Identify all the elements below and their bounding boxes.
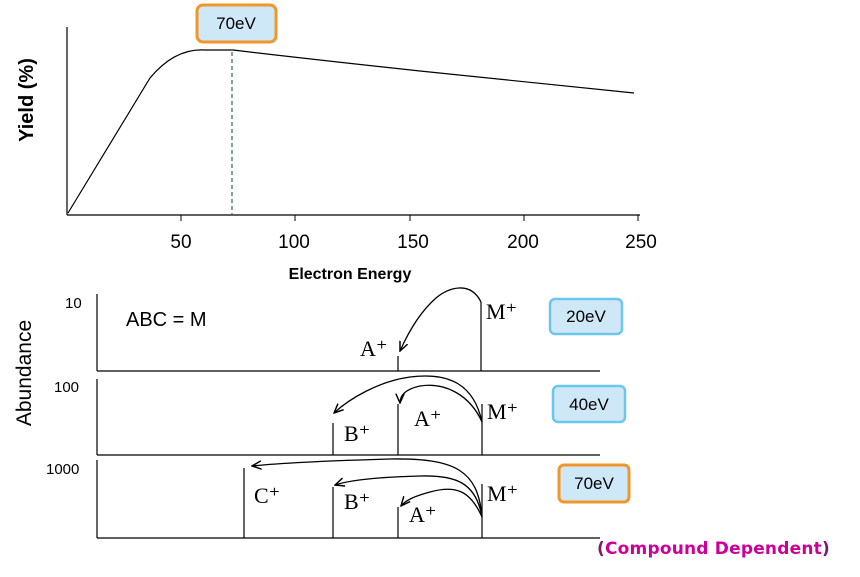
ion-label-m: M⁺ [486,299,517,324]
callout-70ev: 70eV [195,3,278,44]
energy-box [551,384,627,424]
panel-70ev: 1000 C⁺ B⁺ A⁺ M⁺ 70eV [46,458,631,539]
callout-box [195,3,278,44]
ion-label-a: A⁺ [360,336,388,361]
x-tick-label: 100 [278,232,310,253]
equation: ABC = M [126,309,207,331]
x-tick-label: 150 [397,232,429,253]
ion-label-a: A⁺ [409,502,437,527]
x-tick-labels: 50 100 150 200 250 [170,232,656,253]
footer-close-paren: ) [821,539,830,559]
panel-20ev: 10 ABC = M A⁺ M⁺ 20eV [65,287,624,372]
ion-label-c: C⁺ [254,483,280,508]
energy-label: 70eV [574,474,614,493]
x-ticks [180,215,639,221]
energy-box [557,463,631,504]
footer-text: Compound Dependent [604,539,822,559]
panel-40ev: 100 B⁺ A⁺ M⁺ 40eV [54,375,627,456]
scale-label: 10 [65,295,82,312]
footer-open-paren: ( [597,539,605,559]
energy-box-20ev: 20eV [548,297,624,336]
y-axis-label: Yield (%) [16,58,38,142]
fragmentation-arrow [252,458,483,518]
scale-label: 1000 [46,461,79,478]
compound-dependent-note: (Compound Dependent) [597,539,830,559]
x-tick-label: 200 [507,232,539,253]
fragmentation-arrow [335,475,483,518]
fragmentation-arrow [400,384,483,423]
x-axis-label: Electron Energy [289,266,412,283]
energy-box [548,297,624,336]
fragmentation-arrow [400,287,482,351]
ion-label-a: A⁺ [414,406,442,431]
abundance-axis-label: Abundance [13,320,36,426]
ion-label-b: B⁺ [344,421,370,446]
ion-label-m: M⁺ [487,481,518,506]
x-tick-label: 50 [170,232,191,253]
scale-label: 100 [54,379,79,396]
yield-curve [67,49,635,214]
energy-box-70ev: 70eV [557,463,631,504]
energy-label: 20eV [566,307,606,326]
callout-label: 70eV [216,14,256,33]
ion-label-b: B⁺ [344,489,370,514]
ion-label-m: M⁺ [487,399,518,424]
fragmentation-arrow [401,488,483,518]
abundance-panels: Abundance 10 ABC = M A⁺ M⁺ 20eV 100 [13,287,631,539]
fragmentation-arrow [334,375,483,423]
energy-box-40ev: 40eV [551,384,627,424]
energy-label: 40eV [569,395,609,414]
x-tick-label: 250 [625,232,657,253]
yield-chart: Yield (%) 50 100 150 200 250 Electron En… [16,3,657,283]
